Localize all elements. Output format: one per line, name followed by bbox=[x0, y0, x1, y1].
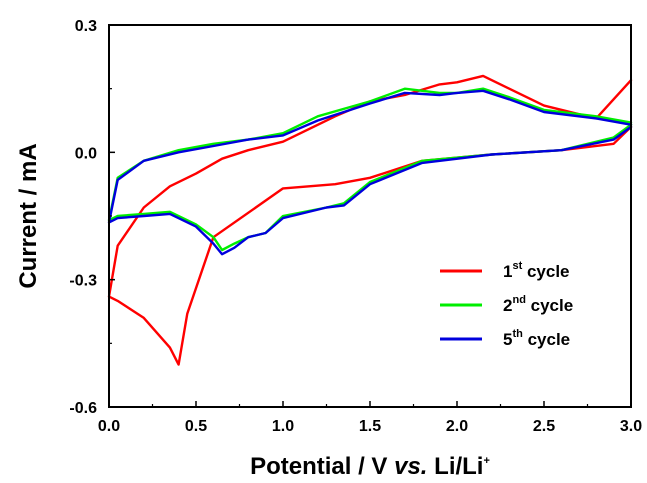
x-tick-label: 0.5 bbox=[185, 418, 207, 435]
series-line-1 bbox=[107, 87, 633, 252]
y-tick-label: 0.3 bbox=[75, 18, 97, 35]
x-axis-title-tail: Li/Li bbox=[427, 453, 483, 480]
legend-label-0: 1st cycle bbox=[503, 260, 570, 281]
legend-label-1: 2nd cycle bbox=[503, 294, 573, 315]
plot-frame bbox=[108, 24, 632, 408]
ticks-layer: 0.0 0.5 1.0 1.5 2.0 2.5 3.0 0.3 0.0 -0.3 -0.6 bbox=[69, 18, 642, 435]
plot-layer bbox=[107, 74, 633, 366]
x-tick-label: 2.0 bbox=[446, 418, 468, 435]
legend-label-2: 5th cycle bbox=[503, 328, 570, 349]
x-tick-label: 1.0 bbox=[272, 418, 294, 435]
series-line-0 bbox=[107, 74, 633, 366]
x-tick-label: 2.5 bbox=[533, 418, 555, 435]
legend: 1st cycle 2nd cycle 5th cycle bbox=[440, 260, 573, 349]
y-tick-label: -0.6 bbox=[69, 400, 97, 417]
x-axis-title: Potential / V vs. Li/Li+ bbox=[250, 453, 490, 480]
x-tick-label: 3.0 bbox=[620, 418, 642, 435]
y-axis-title: Current / mA bbox=[15, 143, 42, 288]
x-tick-label: 1.5 bbox=[359, 418, 381, 435]
x-axis-title-sup: + bbox=[483, 455, 489, 467]
y-tick-label: 0.0 bbox=[75, 145, 97, 162]
y-tick-label: -0.3 bbox=[69, 273, 97, 290]
x-axis-title-italic: vs. bbox=[394, 453, 427, 480]
x-axis-title-main: Potential / V bbox=[250, 453, 394, 480]
x-tick-label: 0.0 bbox=[98, 418, 120, 435]
series-line-2 bbox=[107, 89, 633, 256]
